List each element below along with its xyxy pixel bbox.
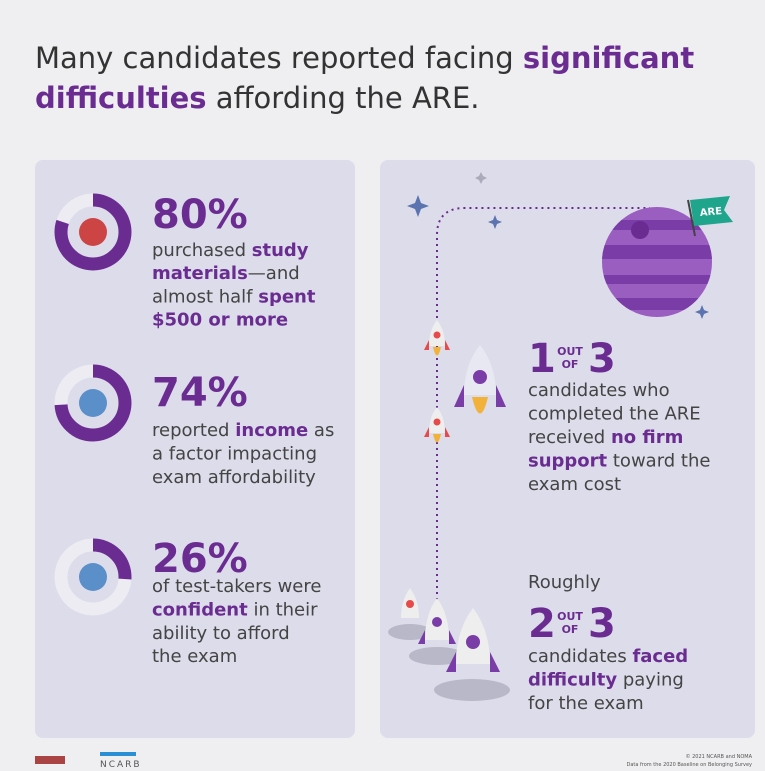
text-segment: purchased bbox=[152, 240, 252, 261]
text-segment: toward the bbox=[607, 451, 710, 472]
text-segment: candidates who bbox=[528, 380, 670, 401]
text-segment: the exam bbox=[152, 646, 237, 667]
flag-pole bbox=[687, 199, 696, 237]
text-segment: in their bbox=[248, 599, 318, 620]
text-segment: exam affordability bbox=[152, 467, 316, 488]
stat-value: 80% bbox=[152, 192, 248, 238]
text-segment: difficulty bbox=[528, 670, 617, 691]
text-line: confident in their bbox=[152, 599, 318, 620]
text-line: difficulty paying bbox=[528, 670, 684, 691]
text-segment: paying bbox=[617, 670, 684, 691]
text-line: completed the ARE bbox=[528, 404, 701, 425]
rockets bbox=[388, 320, 510, 701]
text-segment: difficulties bbox=[35, 81, 207, 115]
text-line: purchased study bbox=[152, 240, 309, 261]
text-line: exam affordability bbox=[152, 467, 316, 488]
text-segment: candidates bbox=[528, 646, 632, 667]
text-segment: income bbox=[235, 420, 308, 441]
logo-bar bbox=[100, 752, 136, 756]
text-line: exam cost bbox=[528, 474, 621, 495]
copyright: © 2021 NCARB and NOMA bbox=[686, 753, 753, 760]
text-segment: of test-takers were bbox=[152, 576, 321, 597]
text-segment: reported bbox=[152, 420, 235, 441]
ratio-out: OUT bbox=[557, 345, 583, 358]
donut-icon bbox=[79, 563, 107, 591]
text-segment: confident bbox=[152, 599, 248, 620]
text-segment: significant bbox=[523, 41, 694, 75]
donut-icon bbox=[79, 218, 107, 246]
ratio-out: OUT bbox=[557, 610, 583, 623]
text-segment: spent bbox=[258, 286, 316, 307]
text-line: ability to afford bbox=[152, 623, 290, 644]
text-line: candidates who bbox=[528, 380, 670, 401]
text-segment: $500 or more bbox=[152, 310, 288, 331]
text-line: received no firm bbox=[528, 427, 683, 448]
ratio-den: 3 bbox=[588, 601, 616, 647]
text-segment: Many candidates reported facing bbox=[35, 41, 523, 75]
text-segment: materials bbox=[152, 263, 248, 284]
text-line: Many candidates reported facing signific… bbox=[35, 41, 694, 75]
text-line: materials—and bbox=[152, 263, 300, 284]
text-line: the exam bbox=[152, 646, 237, 667]
text-segment: for the exam bbox=[528, 693, 644, 714]
text-segment: completed the ARE bbox=[528, 404, 701, 425]
text-line: almost half spent bbox=[152, 286, 316, 307]
donut-icon bbox=[79, 389, 107, 417]
text-line: $500 or more bbox=[152, 310, 288, 331]
planet bbox=[602, 207, 712, 317]
source: Data from the 2020 Baseline on Belonging… bbox=[627, 762, 753, 768]
ratio-num: 1 bbox=[528, 336, 556, 382]
text-segment: as bbox=[308, 420, 334, 441]
text-line: reported income as bbox=[152, 420, 334, 441]
logo-text: NCARB bbox=[100, 760, 142, 770]
logo-mark bbox=[35, 756, 65, 764]
ratio-den: 3 bbox=[588, 336, 616, 382]
text-segment: ability to afford bbox=[152, 623, 290, 644]
stat-value: 74% bbox=[152, 370, 248, 416]
text-line: a factor impacting bbox=[152, 444, 317, 465]
text-segment: almost half bbox=[152, 286, 258, 307]
text-segment: affording the ARE. bbox=[207, 81, 480, 115]
text-segment: faced bbox=[632, 646, 688, 667]
ratio-intro: Roughly bbox=[528, 572, 601, 593]
text-segment: no firm bbox=[611, 427, 683, 448]
dotted-path bbox=[436, 207, 650, 600]
stat-value: 26% bbox=[152, 536, 248, 582]
text-line: difficulties affording the ARE. bbox=[35, 81, 480, 115]
text-segment: —and bbox=[248, 263, 300, 284]
text-segment: exam cost bbox=[528, 474, 621, 495]
flag-label: ARE bbox=[699, 206, 722, 219]
donut-arc bbox=[54, 193, 132, 271]
text-line: candidates faced bbox=[528, 646, 688, 667]
ratio-of: OF bbox=[562, 623, 579, 636]
flag bbox=[690, 196, 733, 226]
text-line: of test-takers were bbox=[152, 576, 321, 597]
text-segment: study bbox=[252, 240, 309, 261]
text-segment: a factor impacting bbox=[152, 444, 317, 465]
ratio-of: OF bbox=[562, 358, 579, 371]
ratio-num: 2 bbox=[528, 601, 556, 647]
text-segment: support bbox=[528, 451, 608, 472]
donut-arc bbox=[54, 538, 132, 616]
text-segment: received bbox=[528, 427, 611, 448]
text-line: support toward the bbox=[528, 451, 710, 472]
donut-arc bbox=[54, 364, 132, 442]
stars bbox=[407, 172, 709, 319]
text-line: for the exam bbox=[528, 693, 644, 714]
